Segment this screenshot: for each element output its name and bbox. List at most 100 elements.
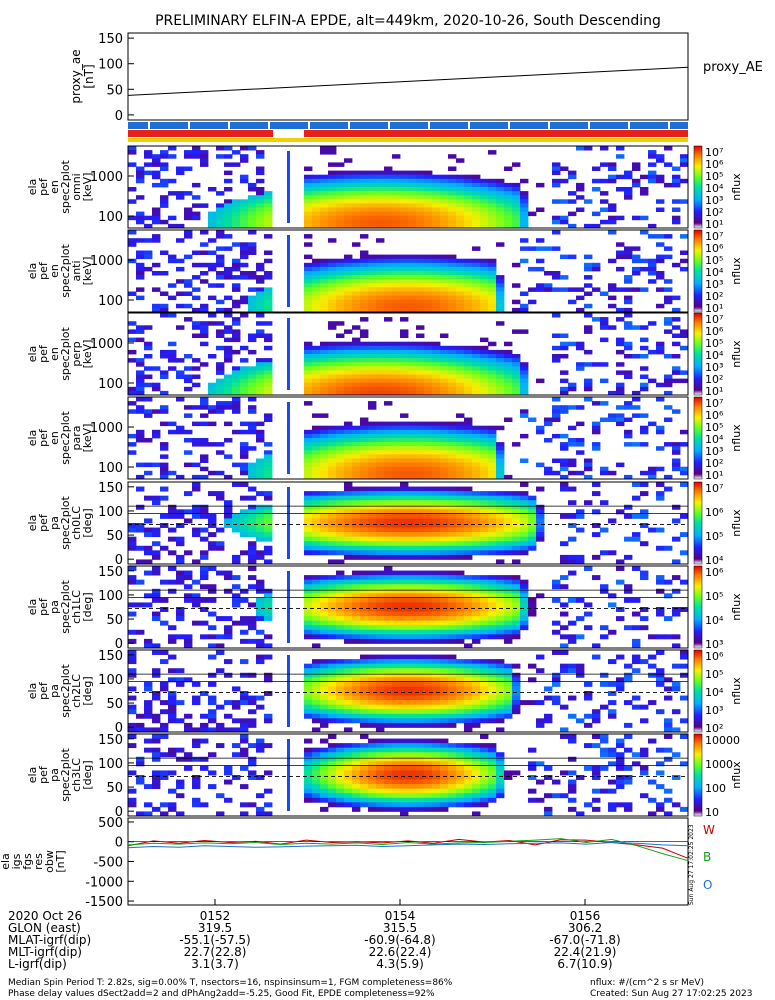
spectrogram-cell bbox=[240, 722, 249, 728]
spectrogram-cell bbox=[128, 536, 137, 542]
spectrogram-cell bbox=[184, 405, 193, 410]
spectrogram-cell bbox=[408, 668, 417, 674]
spectrogram-cell bbox=[640, 575, 649, 581]
spectrogram-cell bbox=[216, 545, 225, 551]
spectrogram-cell bbox=[344, 299, 353, 305]
spectrogram-cell bbox=[448, 421, 457, 427]
spectrogram-cell bbox=[472, 541, 481, 547]
spectrogram-cell bbox=[392, 470, 401, 476]
spectrogram-cell bbox=[416, 271, 425, 276]
spectrogram-cell bbox=[456, 616, 465, 622]
spectrogram-cell bbox=[656, 575, 665, 581]
spectrogram-cell bbox=[304, 166, 313, 171]
spectrogram-frame bbox=[127, 229, 689, 313]
spectrogram-cell bbox=[304, 433, 313, 439]
spectrogram-cell bbox=[464, 470, 473, 476]
spectrogram-cell bbox=[680, 550, 689, 556]
ytick-label: 100 bbox=[98, 210, 123, 225]
spectrogram-cell bbox=[680, 370, 689, 375]
ylabel-part: pef bbox=[37, 681, 50, 700]
spectrogram-cell bbox=[480, 187, 489, 192]
spectrogram-cell bbox=[240, 429, 249, 435]
spectrogram-cell bbox=[304, 362, 313, 367]
spectrogram-cell bbox=[368, 219, 377, 225]
spectrogram-cell bbox=[160, 303, 169, 309]
spectrogram-cell bbox=[496, 718, 505, 724]
spectrogram-cell bbox=[136, 727, 145, 733]
spectrogram-cell bbox=[344, 593, 353, 599]
spectrogram-cell bbox=[392, 513, 401, 519]
spectrogram-cell bbox=[312, 287, 321, 292]
spectrogram-cell bbox=[424, 765, 433, 771]
spectrogram-cell bbox=[424, 362, 433, 367]
ytick-label: 1000 bbox=[90, 337, 123, 352]
spectrogram-cell bbox=[336, 223, 345, 229]
spectrogram-cell bbox=[368, 262, 377, 268]
spectrogram-cell bbox=[368, 254, 377, 260]
spectrogram-cell bbox=[520, 303, 529, 309]
spectrogram-cell bbox=[640, 174, 649, 180]
spectrogram-cell bbox=[376, 182, 385, 188]
spectrogram-cell bbox=[456, 307, 465, 313]
spectrogram-cell bbox=[424, 602, 433, 608]
spectrogram-cell bbox=[344, 747, 353, 753]
spectrogram-cell bbox=[136, 215, 145, 221]
spectrogram-cell bbox=[680, 266, 689, 272]
spectrogram-cell bbox=[240, 462, 249, 468]
spectrogram-cell bbox=[504, 199, 513, 204]
spectrogram-cell bbox=[216, 570, 225, 576]
spectrogram-cell bbox=[512, 283, 521, 288]
spectrogram-cell bbox=[256, 187, 265, 192]
spectrogram-cell bbox=[176, 374, 185, 379]
spectrogram-cell bbox=[424, 370, 433, 375]
spectrogram-cell bbox=[184, 727, 193, 733]
spectrogram-cell bbox=[424, 450, 433, 455]
spectrogram-cell bbox=[496, 199, 505, 204]
spectrogram-cell bbox=[496, 191, 505, 196]
spectrogram-cell bbox=[616, 413, 625, 418]
spectrogram-cell bbox=[344, 625, 353, 631]
spectrogram-cell bbox=[440, 788, 449, 794]
proxy-ae-line bbox=[127, 66, 689, 96]
spectrogram-cell bbox=[136, 211, 145, 217]
spectrogram-cell bbox=[360, 761, 369, 767]
spectrogram-cell bbox=[184, 279, 193, 284]
spectrogram-cell bbox=[352, 195, 361, 200]
spectrogram-cell bbox=[376, 271, 385, 276]
spectrogram-cell bbox=[440, 495, 449, 501]
status-bar-gap bbox=[388, 122, 390, 129]
spectrogram-cell bbox=[424, 611, 433, 617]
spectrogram-cell bbox=[256, 321, 265, 326]
spectrogram-cell bbox=[304, 779, 313, 785]
spectrogram-cell bbox=[376, 672, 385, 678]
spectrogram-cell bbox=[312, 358, 321, 363]
spectrogram-cell bbox=[384, 634, 393, 640]
spectrogram-cell bbox=[160, 150, 169, 155]
spectrogram-cell bbox=[168, 349, 177, 355]
spectrogram-cell bbox=[448, 178, 457, 184]
spectrogram-cell bbox=[128, 321, 137, 326]
spectrogram-cell bbox=[384, 450, 393, 455]
spectrogram-cell bbox=[224, 271, 233, 276]
spectrogram-cell bbox=[368, 611, 377, 617]
spectrogram-cell bbox=[472, 203, 481, 208]
spectrogram-cell bbox=[672, 442, 681, 447]
spectrogram-cell bbox=[392, 258, 401, 264]
spectrogram-cell bbox=[192, 593, 201, 599]
spectrogram-cell bbox=[328, 271, 337, 276]
spectrogram-cell bbox=[184, 550, 193, 556]
spectrogram-cell bbox=[400, 433, 409, 439]
colorbar-tick-label: 10² bbox=[705, 206, 723, 219]
spectrogram-cell bbox=[544, 466, 553, 472]
spectrogram-cell bbox=[632, 704, 641, 710]
spectrogram-cell bbox=[512, 307, 521, 313]
spectrogram-cell bbox=[472, 299, 481, 305]
spectrogram-cell bbox=[624, 195, 633, 200]
spectrogram-cell bbox=[144, 570, 153, 576]
spectrogram-cell bbox=[448, 518, 457, 524]
spectrogram-cell bbox=[432, 433, 441, 439]
spectrogram-cell bbox=[264, 718, 273, 724]
spectrogram-cell bbox=[320, 303, 329, 309]
spectrogram-cell bbox=[440, 333, 449, 338]
spectrogram-cell bbox=[384, 802, 393, 808]
